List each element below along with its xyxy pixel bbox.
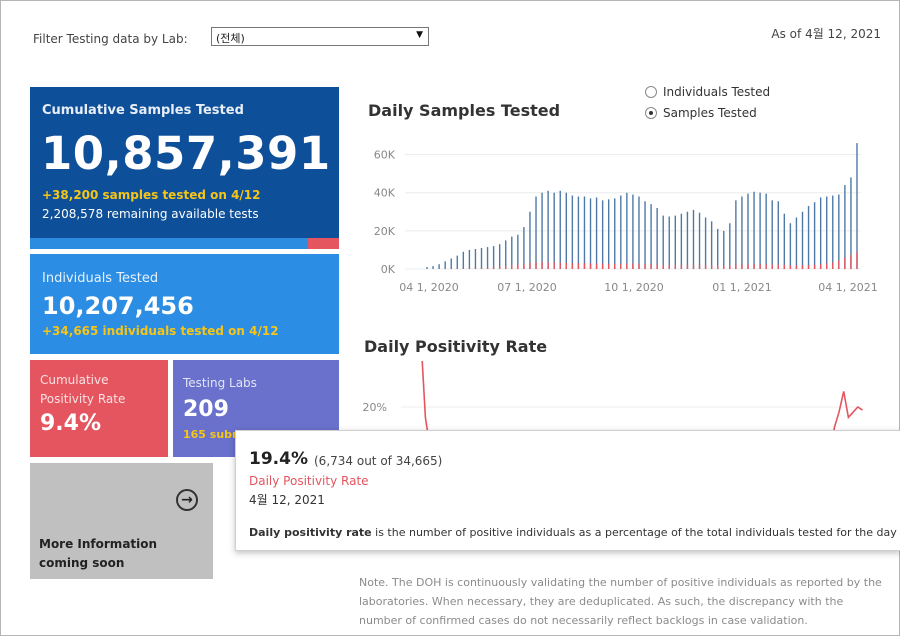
- positivity-rate-card: Cumulative Positivity Rate 9.4%: [30, 360, 168, 457]
- tooltip-value: 19.4%: [249, 449, 308, 469]
- tooltip-desc-bold: Daily positivity rate: [249, 526, 372, 539]
- positivity-tooltip: 19.4% (6,734 out of 34,665) Daily Positi…: [235, 430, 900, 551]
- x-tick-label: 07 1, 2020: [497, 281, 556, 294]
- filter-label: Filter Testing data by Lab:: [33, 32, 188, 46]
- tooltip-detail: (6,734 out of 34,665): [314, 454, 443, 468]
- x-tick-label: 10 1, 2020: [604, 281, 663, 294]
- lab-filter-select[interactable]: (전체) ▼: [211, 27, 429, 46]
- x-tick-label: 01 1, 2021: [712, 281, 771, 294]
- radio-label: Samples Tested: [663, 106, 757, 120]
- individuals-value: 10,207,456: [42, 292, 194, 320]
- cumulative-remaining: 2,208,578 remaining available tests: [42, 207, 259, 221]
- tooltip-date: 4월 12, 2021: [249, 493, 325, 507]
- more-info-title: More Information coming soon: [39, 537, 158, 570]
- radio-samples-tested[interactable]: Samples Tested: [645, 105, 770, 126]
- positivity-line: [828, 391, 863, 475]
- y-tick-label: 20K: [374, 225, 396, 238]
- cumulative-value: 10,857,391: [41, 127, 331, 180]
- radio-individuals-tested[interactable]: Individuals Tested: [645, 84, 770, 105]
- chevron-down-icon: ▼: [416, 30, 423, 40]
- radio-label: Individuals Tested: [663, 85, 771, 99]
- radio-selected-icon: [645, 107, 657, 119]
- y-tick-label: 40K: [374, 187, 396, 200]
- cumulative-title: Cumulative Samples Tested: [42, 103, 244, 118]
- x-tick-label: 04 1, 2020: [399, 281, 458, 294]
- note-text: Note. The DOH is continuously validating…: [359, 576, 882, 627]
- as-of-date: As of 4월 12, 2021: [771, 27, 881, 41]
- tooltip-description: Daily positivity rate is the number of p…: [249, 526, 897, 539]
- positivity-title: Cumulative Positivity Rate: [40, 373, 126, 406]
- cumulative-today: +38,200 samples tested on 4/12: [42, 188, 261, 202]
- labs-value: 209: [183, 397, 229, 422]
- more-information-card[interactable]: → More Information coming soon: [30, 463, 213, 579]
- positivity-value: 9.4%: [40, 411, 102, 436]
- labs-title: Testing Labs: [183, 376, 257, 390]
- individuals-today: +34,665 individuals tested on 4/12: [42, 324, 279, 338]
- individuals-title: Individuals Tested: [42, 271, 159, 286]
- test-capacity-progress: [30, 238, 339, 249]
- daily-samples-chart[interactable]: 0K 20K 40K 60K 04 1, 2020 07 1, 2020 10 1, 202…: [361, 131, 891, 301]
- individuals-tested-card: Individuals Tested 10,207,456 +34,665 in…: [30, 254, 339, 354]
- daily-positivity-title: Daily Positivity Rate: [364, 337, 548, 356]
- y-tick-label: 20%: [363, 401, 387, 414]
- progress-fill: [30, 238, 309, 249]
- lab-filter-value: (전체): [216, 32, 245, 45]
- cumulative-samples-card: Cumulative Samples Tested 10,857,391 +38…: [30, 87, 339, 249]
- tooltip-label: Daily Positivity Rate: [249, 474, 369, 488]
- y-tick-label: 0K: [381, 263, 396, 276]
- radio-unselected-icon: [645, 86, 657, 98]
- daily-samples-title: Daily Samples Tested: [368, 101, 561, 120]
- metric-radio-group: Individuals Tested Samples Tested: [645, 84, 770, 126]
- x-tick-label: 04 1, 2021: [818, 281, 877, 294]
- circle-arrow-right-icon[interactable]: →: [176, 489, 198, 511]
- tooltip-desc-rest: is the number of positive individuals as…: [371, 526, 897, 539]
- y-tick-label: 60K: [374, 149, 396, 162]
